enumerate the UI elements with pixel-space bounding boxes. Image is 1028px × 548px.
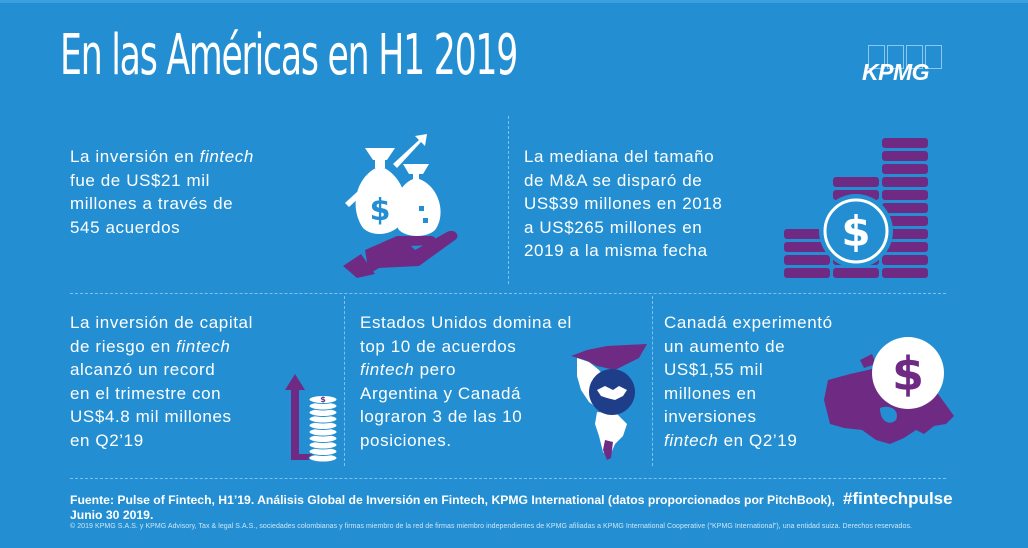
panel-text-us-dominates: Estados Unidos domina el top 10 de acuer…	[360, 313, 572, 450]
rising-coin-stack-icon: $	[285, 374, 338, 463]
coin	[308, 395, 338, 404]
top-accent-bar	[0, 0, 1028, 3]
divider-middle	[70, 293, 946, 294]
coin-bar	[882, 138, 928, 148]
coin-bar	[882, 177, 928, 187]
coin-bar	[882, 164, 928, 174]
divider-top-vertical	[508, 116, 509, 284]
panel-text-canada: Canadá experimentó un aumento de US$1,55…	[664, 313, 833, 450]
coin-bar	[882, 242, 928, 252]
coin-bar	[882, 255, 928, 265]
panel-text-ma-median: La mediana del tamaño de M&A se disparó …	[524, 147, 723, 260]
page-title: En las Américas en H1 2019	[60, 23, 518, 88]
svg-text:$: $	[370, 193, 391, 228]
coin-bar	[882, 229, 928, 239]
logo-boxes	[868, 45, 944, 69]
divider-bottom-right	[652, 296, 653, 466]
dollar-coin-ring	[823, 198, 889, 264]
coin-bar	[882, 216, 928, 226]
coin-bar	[882, 268, 928, 278]
panel-text-investment: La inversión en fintech fue de US$21 mil…	[70, 147, 254, 237]
dollar-coin-bg	[819, 194, 893, 268]
logo-wordmark: KPMG	[862, 59, 930, 85]
coin-bar	[882, 203, 928, 213]
coin-bar	[882, 190, 928, 200]
americas-handshake-icon	[571, 344, 647, 460]
dollar-sign: $	[841, 207, 870, 256]
coin-stacks-dollar-icon: $	[784, 138, 928, 278]
coin-bar	[784, 268, 830, 278]
coin-dollar-sign: $	[320, 395, 326, 404]
coin-bar	[784, 255, 830, 265]
panel-text-venture-capital: La inversión de capital de riesgo en fin…	[70, 313, 253, 450]
canada-dollar-icon: $	[824, 337, 954, 444]
divider-footer	[70, 478, 946, 479]
divider-bottom-left	[344, 296, 345, 466]
source-citation: Fuente: Pulse of Fintech, H1’19. Análisi…	[70, 493, 835, 522]
hashtag[interactable]: #fintechpulse	[843, 489, 953, 508]
coin-bar	[833, 177, 879, 187]
copyright-notice: © 2019 KPMG S.A.S. y KPMG Advisory, Tax …	[70, 523, 912, 530]
coin-bar	[784, 242, 830, 252]
money-bags-hand-icon: $	[343, 134, 458, 278]
coin-bar	[882, 151, 928, 161]
svg-text:$: $	[892, 347, 924, 401]
coin-bar	[784, 229, 830, 239]
kpmg-logo: KPMG	[862, 45, 952, 85]
coin-bar	[833, 268, 879, 278]
